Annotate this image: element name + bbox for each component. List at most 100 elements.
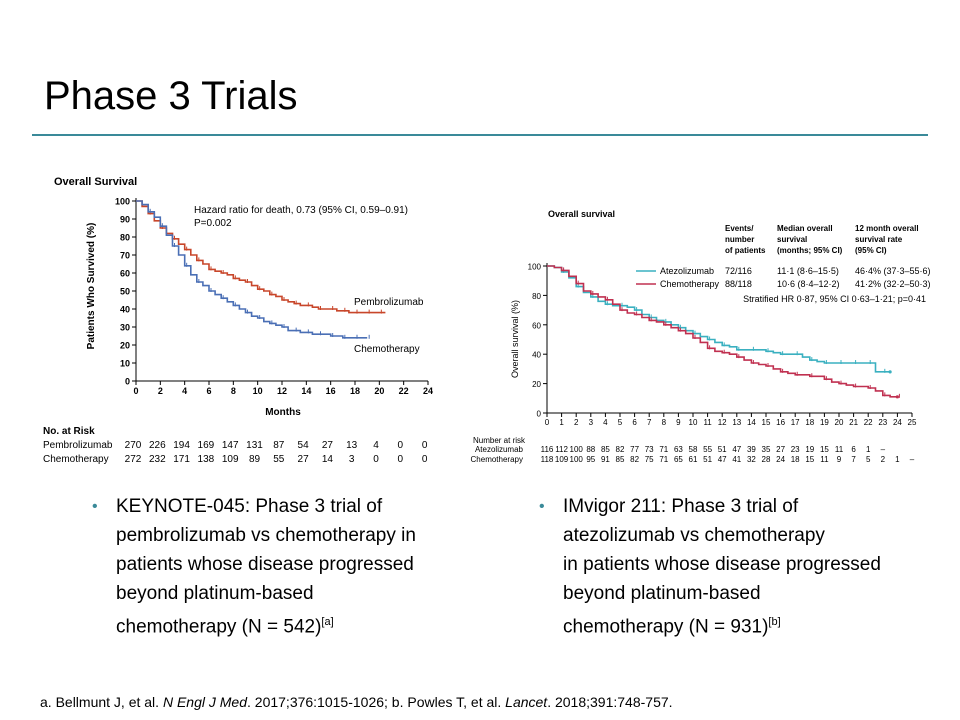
chart2-legend-swatches [636,270,656,285]
risk-value: 138 [198,454,215,465]
risk-value: 27 [322,440,334,451]
risk-value: 82 [630,455,639,464]
risk-value: 0 [398,454,404,465]
risk-value: 47 [732,445,741,454]
bullet1-line: KEYNOTE-045: Phase 3 trial of [116,496,383,517]
bullet2-line: in patients whose disease progressed [563,554,881,575]
risk-value: 7 [851,455,856,464]
risk-value: 13 [346,440,358,451]
chart1-x-ticks: 0 2 4 6 8 10 12 14 16 18 20 22 24 [133,380,433,396]
risk-value: 15 [805,455,814,464]
chart1-series [136,200,386,339]
risk-value: 5 [866,455,871,464]
chart2-risk-label-chemotherapy: Chemotherapy [471,455,523,464]
risk-value: 0 [422,440,428,451]
risk-value: 226 [149,440,166,451]
chart2-x-ticks: 0 1 2 3 4 5 6 7 8 9 10 11 12 13 14 15 16 17 18 19 20 21 22 23 24… [545,412,917,427]
x-tick-label: 15 [762,418,771,427]
risk-value: – [881,445,886,454]
chart2-legend-name-atezolizumab: Atezolizumab [660,266,714,276]
chart2-legend-headers: Events/number of patients Median overall su… [725,224,919,255]
risk-value: 4 [373,440,379,451]
risk-value: 131 [246,440,263,451]
x-tick-label: 23 [878,418,887,427]
bullet-dot-icon: • [92,498,98,515]
x-tick-label: 4 [603,418,608,427]
bullet2-line: IMvigor 211: Phase 3 trial of [563,496,799,517]
y-tick-label: 100 [115,197,130,207]
x-tick-label: 4 [182,386,187,396]
risk-value: 6 [851,445,856,454]
chart2-y-axis-label: Overall survival (%) [510,300,520,378]
x-tick-label: 24 [423,386,433,396]
risk-value: 9 [837,455,842,464]
chart1-title: Overall Survival [54,176,137,188]
risk-value: 100 [570,455,584,464]
risk-value: 91 [601,455,610,464]
risk-value: 73 [645,445,654,454]
imvigor-211-km-chart: Overall survival Events/number of patient… [471,209,931,464]
x-tick-label: 16 [776,418,785,427]
footnote-journal-a: N Engl J Med [162,694,247,710]
bullet1-line: patients whose disease progressed [116,554,414,575]
x-tick-label: 6 [632,418,637,427]
series-end-point [888,370,892,374]
x-tick-label: 1 [559,418,564,427]
risk-value: 41 [732,455,741,464]
risk-value: 85 [616,455,625,464]
bullet1-line: beyond platinum-based [116,583,314,604]
risk-value: 3 [349,454,355,465]
y-tick-label: 90 [120,215,130,225]
x-tick-label: 22 [864,418,873,427]
risk-value: 11 [835,445,844,454]
x-tick-label: 18 [350,386,360,396]
y-tick-label: 100 [528,263,542,272]
chart2-y-ticks: 0 20 40 60 80 100 [528,263,548,419]
risk-value: – [910,455,915,464]
risk-value: 82 [616,445,625,454]
slide-title: Phase 3 Trials [44,74,298,118]
y-tick-label: 10 [120,359,130,369]
x-tick-label: 17 [791,418,800,427]
risk-value: 39 [747,445,756,454]
risk-value: 75 [645,455,654,464]
risk-value: 116 [541,445,554,454]
x-tick-label: 14 [747,418,756,427]
x-tick-label: 16 [326,386,336,396]
x-tick-label: 0 [133,386,138,396]
y-tick-label: 40 [532,351,541,360]
chart2-legend-rate-atezolizumab: 46·4% (37·3–55·6) [855,266,931,276]
x-tick-label: 6 [206,386,211,396]
risk-value: 23 [791,445,800,454]
risk-value: 272 [125,454,142,465]
risk-value: 71 [659,445,668,454]
risk-value: 1 [895,455,900,464]
series-end-point [895,395,899,399]
risk-value: 14 [322,454,334,465]
x-tick-label: 18 [805,418,814,427]
risk-value: 65 [674,455,683,464]
chart2-legend-events-atezolizumab: 72/116 [725,266,752,276]
legend-header-text: 12 month overall [855,224,919,233]
risk-value: 77 [630,445,639,454]
risk-value: 15 [820,445,829,454]
series-line-chemotherapy [136,200,368,339]
risk-value: 95 [586,455,595,464]
y-tick-label: 30 [120,323,130,333]
risk-value: 55 [273,454,285,465]
x-tick-label: 10 [253,386,263,396]
legend-header-text: Events/ [725,224,754,233]
y-tick-label: 20 [532,380,541,389]
chart1-hr-annotation-line1: Hazard ratio for death, 0.73 (95% CI, 0.… [194,205,408,216]
x-tick-label: 10 [689,418,698,427]
legend-header-text: Median overall [777,224,833,233]
y-tick-label: 50 [120,287,130,297]
chart2-legend-median-atezolizumab: 11·1 (8·6–15·5) [777,266,839,276]
x-tick-label: 21 [849,418,858,427]
x-tick-label: 8 [662,418,667,427]
risk-value: 63 [674,445,683,454]
risk-value: 47 [718,455,727,464]
x-tick-label: 14 [301,386,311,396]
x-tick-label: 20 [835,418,844,427]
